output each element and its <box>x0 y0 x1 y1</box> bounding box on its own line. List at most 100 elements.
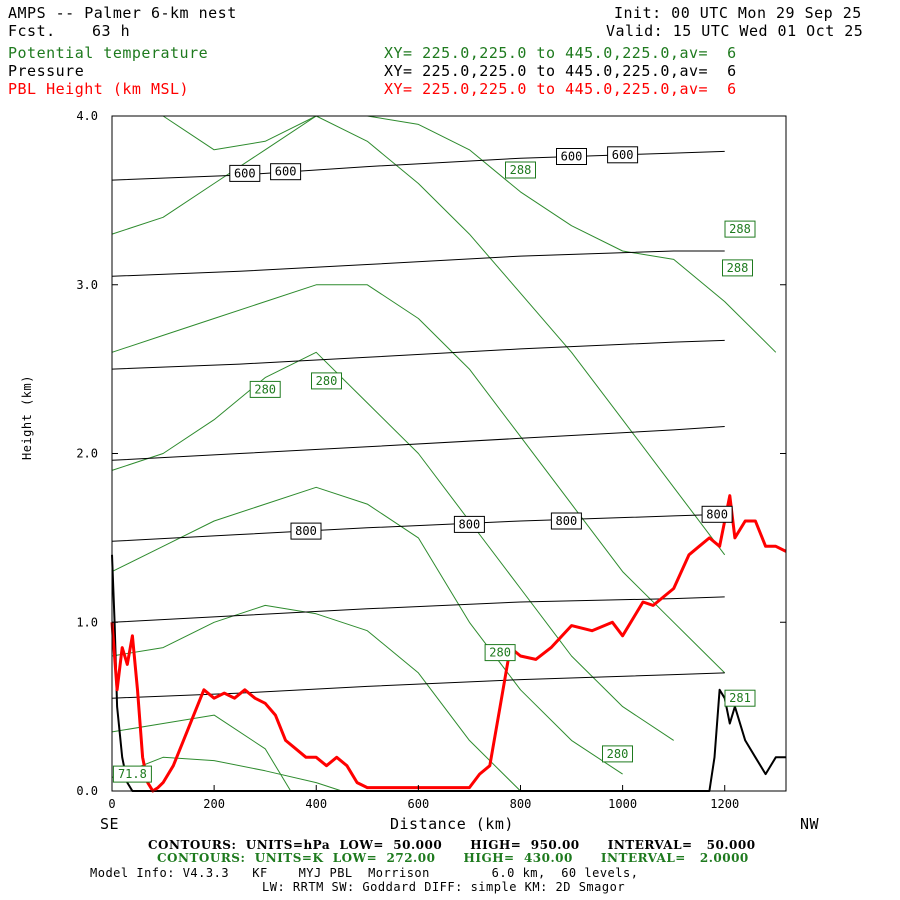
y-axis-label: Height (km) <box>20 375 34 460</box>
pressure-label-1-text: 600 <box>234 166 256 180</box>
pressure-label-2: 600 <box>270 163 302 181</box>
theta-label-1-box <box>505 161 536 179</box>
pressure-label-4-box <box>607 146 639 164</box>
x-axis-left-end: SE <box>100 815 120 833</box>
theta-label-5-box <box>311 372 342 390</box>
x-tick-label-5: 800 <box>510 797 532 811</box>
footer-theta-contours: CONTOURS: UNITS=K LOW= 272.00 HIGH= 430.… <box>157 851 749 865</box>
theta-isentrope-3 <box>111 604 521 792</box>
pressure-label-8: 800 <box>701 505 733 523</box>
y-tick-label-1: 0.0 <box>76 784 98 798</box>
y-tick-label-2: 1.0 <box>76 615 98 629</box>
forecast-label: Fcst. <box>8 22 56 40</box>
pressure-label-8-box <box>701 505 733 523</box>
x-axis-right-end: NW <box>800 815 820 833</box>
theta-label-3: 288 <box>722 259 753 277</box>
terrain-line <box>111 554 786 792</box>
y-tick-label-3: 2.0 <box>76 447 98 461</box>
theta-label-7-box <box>602 745 633 763</box>
theta-isentrope-5 <box>111 351 674 741</box>
theta-label-8-text: 281 <box>729 691 751 705</box>
field-theta-xy: XY= 225.0,225.0 to 445.0,225.0,av= 6 <box>384 44 737 62</box>
x-axis-label: Distance (km) <box>390 815 514 833</box>
terrain-profile <box>111 554 786 792</box>
theta-label-5-text: 280 <box>316 374 338 388</box>
pressure-label-4-text: 600 <box>612 148 634 162</box>
pressure-label-5: 800 <box>290 522 322 540</box>
theta-label-2-text: 288 <box>729 222 751 236</box>
theta-label-2-box <box>724 220 756 238</box>
theta-label-4-box <box>249 380 281 398</box>
pressure-label-2-box <box>270 163 302 181</box>
theta-label-9-box <box>112 765 152 783</box>
x-tick-label-3: 400 <box>305 797 327 811</box>
theta-label-3-box <box>722 259 753 277</box>
pressure-label-7-text: 800 <box>556 514 578 528</box>
theta-label-8-box <box>724 689 756 707</box>
footer-pressure-contours: CONTOURS: UNITS=hPa LOW= 50.000 HIGH= 95… <box>148 838 756 852</box>
forecast-hours: 63 h <box>92 22 131 40</box>
plot-frame <box>111 115 787 792</box>
pressure-isobar-3 <box>111 513 725 542</box>
pressure-label-1-box <box>229 164 261 182</box>
theta-label-7-text: 280 <box>607 747 629 761</box>
footer-model-info-2: LW: RRTM SW: Goddard DIFF: simple KM: 2D… <box>262 880 626 894</box>
theta-label-9: 71.8 <box>112 765 152 783</box>
field-pressure-xy: XY= 225.0,225.0 to 445.0,225.0,av= 6 <box>384 62 737 80</box>
theta-label-9-text: 71.8 <box>118 767 147 781</box>
valid-time: Valid: 15 UTC Wed 01 Oct 25 <box>606 22 864 40</box>
pressure-label-2-text: 600 <box>275 165 297 179</box>
field-pressure-name: Pressure <box>8 62 85 80</box>
theta-isentrope-1 <box>111 756 342 792</box>
theta-label-6-box <box>484 644 516 662</box>
x-tick-label-4: 600 <box>408 797 430 811</box>
theta-label-6: 280 <box>484 644 516 662</box>
pressure-label-3-text: 600 <box>561 150 583 164</box>
theta-label-4: 280 <box>249 380 281 398</box>
axis-ticks: 0 200 400 600 800 1000 1200 0.0 1.0 2.0 3.0 4.0 <box>76 109 786 811</box>
pressure-isobar-4 <box>111 426 725 461</box>
theta-label-2: 288 <box>724 220 756 238</box>
footer-model-info-1: Model Info: V4.3.3 KF MYJ PBL Morrison 6… <box>90 866 639 880</box>
pressure-label-7: 800 <box>550 512 582 530</box>
theta-isentrope-7 <box>111 115 726 556</box>
pressure-label-3: 600 <box>556 148 587 165</box>
field-pbl-xy: XY= 225.0,225.0 to 445.0,225.0,av= 6 <box>384 80 737 98</box>
theta-label-5: 280 <box>311 372 342 390</box>
pressure-label-3-box <box>556 148 587 165</box>
theta-label-8: 281 <box>724 689 756 707</box>
x-tick-label-7: 1200 <box>710 797 739 811</box>
pressure-isobar-7 <box>111 150 725 181</box>
theta-isentrope-4 <box>111 486 623 775</box>
pressure-label-1: 600 <box>229 164 261 182</box>
chart-title: AMPS -- Palmer 6-km nest <box>8 4 237 22</box>
x-tick-label-2: 200 <box>203 797 225 811</box>
x-tick-label-6: 1000 <box>608 797 637 811</box>
contour-labels: 600 600 600 600 800 800 800 800 288 288 288 280 280 2… <box>112 146 756 783</box>
theta-isentrope-8 <box>162 115 777 353</box>
theta-isentrope-6 <box>111 284 726 674</box>
pressure-label-5-box <box>290 522 322 540</box>
theta-label-4-text: 280 <box>254 382 276 396</box>
pressure-label-6-text: 800 <box>459 517 481 531</box>
theta-isentropes <box>111 115 777 792</box>
pressure-isobar-1 <box>111 672 725 699</box>
field-theta-name: Potential temperature <box>8 44 209 62</box>
pressure-label-6: 800 <box>453 515 485 533</box>
pbl-height-line <box>110 494 787 793</box>
pressure-isobar-5 <box>111 339 725 370</box>
init-time: Init: 00 UTC Mon 29 Sep 25 <box>614 4 862 22</box>
y-tick-label-5: 4.0 <box>76 109 98 123</box>
pressure-label-6-box <box>453 515 485 533</box>
pressure-isobar-6 <box>111 250 725 277</box>
pressure-label-4: 600 <box>607 146 639 164</box>
theta-label-1: 288 <box>505 161 536 179</box>
x-tick-label-1: 0 <box>108 797 115 811</box>
pressure-isobars <box>111 150 725 699</box>
field-pbl-name: PBL Height (km MSL) <box>8 80 190 98</box>
theta-label-3-text: 288 <box>727 261 749 275</box>
pressure-label-5-text: 800 <box>295 524 317 538</box>
pressure-isobar-2 <box>111 596 725 623</box>
theta-label-6-text: 280 <box>489 646 511 660</box>
